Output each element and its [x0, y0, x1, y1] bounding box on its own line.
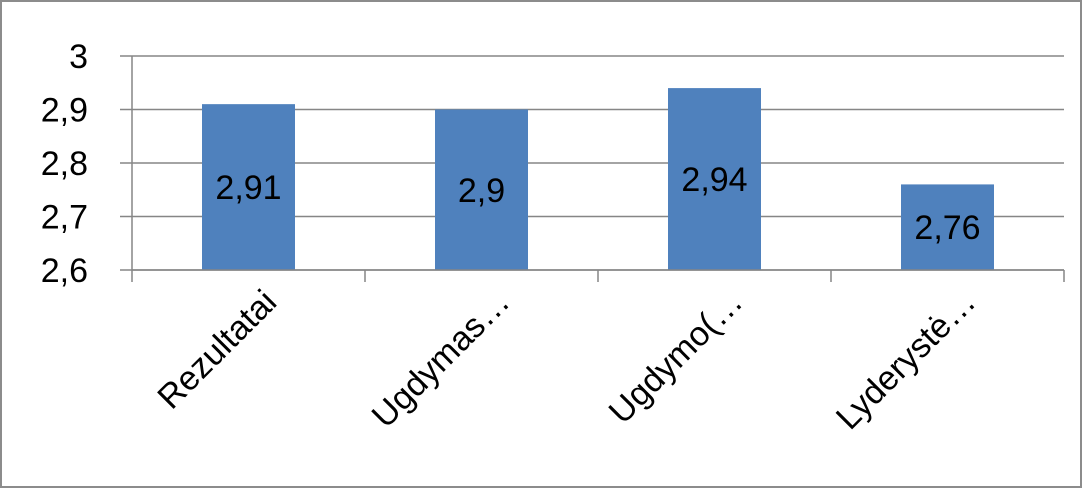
x-axis-category-labels: Rezultatai Ugdymas… Ugdymo(… Lyderystė… — [150, 283, 983, 437]
bar — [901, 184, 994, 270]
bar — [435, 109, 528, 270]
x-category-label: Ugdymo(… — [602, 283, 750, 431]
bar — [202, 104, 295, 271]
x-category-label: Rezultatai — [150, 283, 284, 417]
x-category-label: Ugdymas… — [365, 283, 517, 435]
data-label: 2,9 — [458, 172, 505, 210]
y-tick-label: 2,7 — [41, 199, 88, 237]
y-tick-label: 2,9 — [41, 92, 88, 130]
data-label: 2,91 — [215, 169, 281, 207]
data-labels: 2,91 2,9 2,94 2,76 — [215, 161, 980, 247]
data-label: 2,76 — [914, 209, 980, 247]
y-tick-label: 2,8 — [41, 145, 88, 183]
bars — [202, 88, 994, 271]
x-axis — [131, 269, 1065, 282]
y-tick-label: 2,6 — [41, 252, 88, 290]
y-axis-tick-labels: 2,6 2,7 2,8 2,9 3 — [41, 38, 88, 290]
bar — [668, 88, 761, 270]
y-tick-label: 3 — [69, 38, 88, 76]
data-label: 2,94 — [681, 161, 747, 199]
x-category-label: Lyderystė… — [829, 283, 983, 437]
